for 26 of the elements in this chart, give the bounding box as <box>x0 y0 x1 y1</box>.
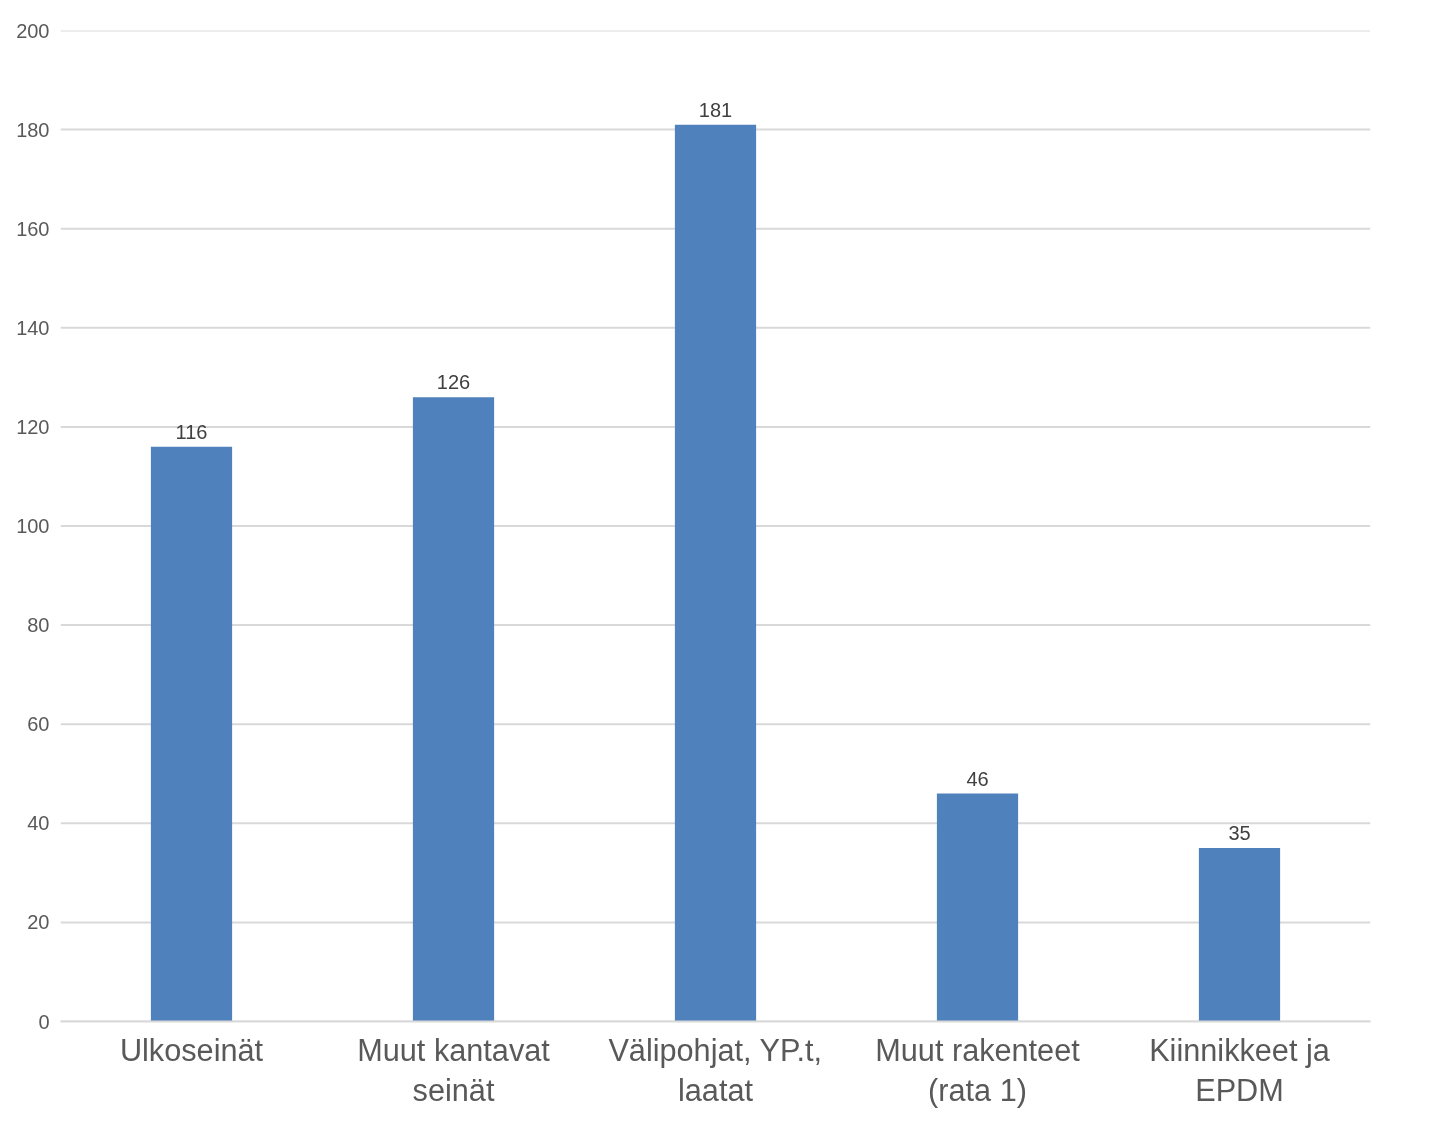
data-label: 46 <box>966 767 989 790</box>
x-tick-label: Ulkoseinät <box>119 1032 264 1067</box>
y-tick-label: 160 <box>16 217 50 240</box>
x-tick-label: Muut kantavat seinät <box>357 1032 551 1108</box>
y-tick-label: 200 <box>16 19 50 42</box>
x-tick-label: Välipohjat, YP.t, laatat <box>608 1032 823 1108</box>
y-tick-label: 20 <box>27 911 50 934</box>
data-label: 126 <box>436 371 471 394</box>
x-tick-label: Muut rakenteet (rata 1) <box>875 1032 1081 1109</box>
data-label: 35 <box>1228 822 1251 845</box>
x-tick-label: Kiinnikkeet ja EPDM <box>1149 1032 1331 1108</box>
y-tick-label: 100 <box>16 515 50 537</box>
bar <box>1198 848 1281 1022</box>
bar <box>936 793 1019 1022</box>
bar <box>674 124 757 1022</box>
bar <box>412 397 495 1022</box>
y-tick-label: 120 <box>16 415 50 438</box>
y-tick-label: 40 <box>27 812 50 835</box>
data-label: 116 <box>175 420 208 443</box>
y-tick-label: 60 <box>27 713 50 736</box>
y-tick-label: 180 <box>16 118 50 141</box>
bar <box>150 446 233 1022</box>
data-label: 181 <box>698 98 733 121</box>
y-tick-label: 140 <box>16 316 50 339</box>
y-tick-label: 0 <box>38 1010 50 1033</box>
y-tick-label: 80 <box>27 614 50 637</box>
